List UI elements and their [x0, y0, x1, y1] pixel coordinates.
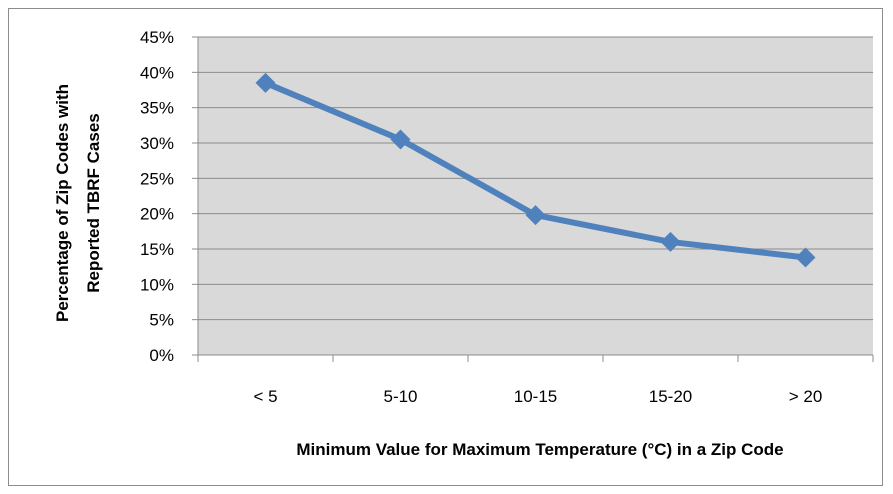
x-tick-label: 5-10 [383, 387, 417, 406]
data-point-marker [795, 247, 816, 268]
axes [192, 36, 874, 362]
y-tick-label: 10% [140, 275, 174, 294]
x-tick-label: 10-15 [514, 387, 557, 406]
x-tick-label: < 5 [253, 387, 277, 406]
y-tick-label: 5% [149, 311, 174, 330]
x-tick-label: 15-20 [649, 387, 692, 406]
y-tick-label: 25% [140, 169, 174, 188]
data-point-marker [255, 72, 276, 93]
data-point-marker [525, 205, 546, 226]
x-axis-ticks: < 5 5-10 10-15 15-20 > 20 [253, 387, 822, 406]
series-group [255, 72, 816, 268]
plot-area [198, 37, 873, 355]
y-tick-label: 15% [140, 240, 174, 259]
y-tick-label: 45% [140, 28, 174, 47]
y-axis-ticks: 0% 5% 10% 15% 20% 25% 30% 35% 40% 45% [140, 28, 174, 365]
x-axis-title: Minimum Value for Maximum Temperature (°… [296, 440, 783, 459]
data-point-marker [390, 129, 411, 150]
gridlines [198, 36, 873, 321]
x-tick-label: > 20 [789, 387, 823, 406]
y-tick-label: 30% [140, 134, 174, 153]
y-tick-label: 40% [140, 63, 174, 82]
y-tick-label: 0% [149, 346, 174, 365]
data-point-marker [660, 231, 681, 252]
y-axis-title-line2: Reported TBRF Cases [84, 113, 103, 292]
y-axis-title-line1: Percentage of Zip Codes with [53, 84, 72, 322]
y-tick-label: 35% [140, 99, 174, 118]
y-tick-label: 20% [140, 205, 174, 224]
